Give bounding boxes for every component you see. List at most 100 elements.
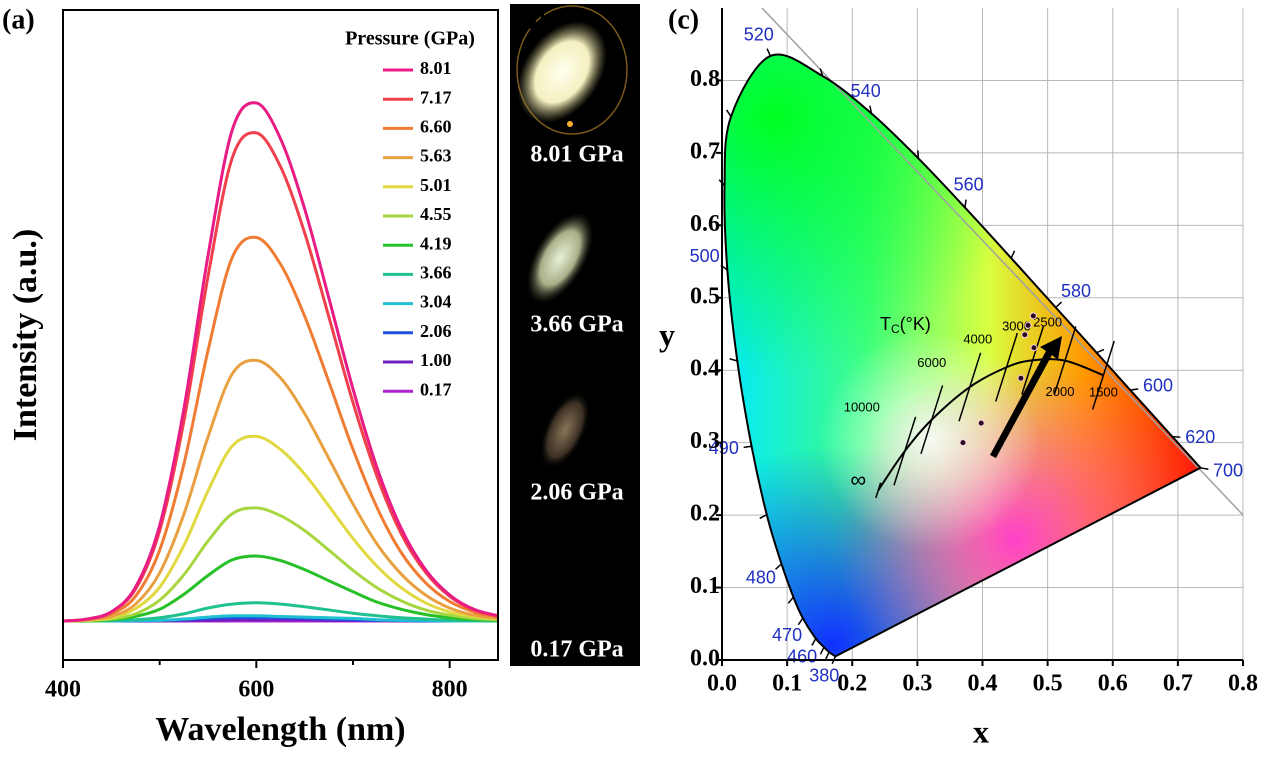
y-tick-label: 0.0 xyxy=(690,646,720,672)
glint xyxy=(567,121,573,127)
legend-label: 3.04 xyxy=(420,292,452,312)
trend-arrow xyxy=(990,336,1062,458)
locus-tick xyxy=(797,617,804,626)
cct-label: 2500 xyxy=(1033,315,1062,330)
x-tick-label: 0.1 xyxy=(772,671,802,697)
locus-tick xyxy=(825,651,830,660)
y-axis-label: Intensity (a.u.) xyxy=(7,229,44,442)
x-tick-label: 400 xyxy=(45,677,81,703)
crystal-image xyxy=(517,21,607,123)
x-tick-label: 0.4 xyxy=(968,671,998,697)
legend-label: 5.63 xyxy=(420,146,452,166)
locus-tick xyxy=(775,563,782,570)
legend-label: 7.17 xyxy=(420,87,452,107)
cct-label: 3000 xyxy=(1002,319,1031,334)
spectrum-line xyxy=(62,101,499,623)
crystal-image xyxy=(526,212,594,304)
wavelength-label: 460 xyxy=(787,646,817,666)
wavelength-label: 470 xyxy=(772,625,802,645)
wavelength-label: 580 xyxy=(1061,281,1091,301)
legend-label: 1.00 xyxy=(420,350,452,370)
y-tick-label: 0.2 xyxy=(690,501,720,527)
cct-label: 4000 xyxy=(963,331,992,346)
locus-tick xyxy=(819,68,824,77)
y-tick-label: 0.1 xyxy=(690,573,720,599)
cct-title-part: C xyxy=(891,322,900,336)
locus-tick xyxy=(725,109,732,117)
wavelength-label: 520 xyxy=(744,25,774,45)
locus-tick xyxy=(811,638,817,646)
wavelength-label: 620 xyxy=(1185,427,1215,447)
y-tick-label: 0.3 xyxy=(690,428,720,454)
x-tick-label: 0.3 xyxy=(902,671,932,697)
data-point xyxy=(1030,344,1038,352)
x-tick-label: 0.7 xyxy=(1163,671,1193,697)
cct-title-part: (°K) xyxy=(900,314,931,334)
locus-tick xyxy=(964,199,967,208)
spectrum-line xyxy=(62,601,499,623)
x-tick-label: 600 xyxy=(238,677,274,703)
legend-label: 2.06 xyxy=(420,321,452,341)
legend-title: Pressure (GPa) xyxy=(345,28,475,50)
isotherm xyxy=(893,416,917,486)
locus-tick xyxy=(1200,467,1209,470)
legend-label: 8.01 xyxy=(420,58,452,78)
panel-label: (a) xyxy=(2,4,35,35)
y-tick-label: 0.6 xyxy=(690,211,720,237)
data-point xyxy=(959,439,967,447)
legend-label: 5.01 xyxy=(420,175,452,195)
isotherm xyxy=(995,332,1019,402)
locus-tick xyxy=(819,646,825,655)
y-axis-label: y xyxy=(659,316,675,352)
locus-tick xyxy=(743,445,752,449)
cct-label: 2000 xyxy=(1046,384,1075,399)
locus-tick xyxy=(1130,388,1139,391)
y-tick-label: 0.8 xyxy=(690,66,720,92)
locus-tick xyxy=(766,48,772,57)
y-tick-label: 0.4 xyxy=(690,356,720,382)
image-panel: (b) 8.01 GPa 3.66 GPa 2.06 GPa 0.17 GPa xyxy=(510,4,640,666)
isotherm xyxy=(1021,325,1045,395)
y-tick-label: 0.5 xyxy=(690,283,720,309)
locus-tick xyxy=(869,105,873,114)
cct-label: 1500 xyxy=(1089,385,1118,400)
locus-tick xyxy=(917,150,920,159)
wavelength-label: 500 xyxy=(690,246,720,266)
locus-tick xyxy=(1010,250,1016,259)
x-axis-label: Wavelength (nm) xyxy=(155,711,405,748)
diagonal-line xyxy=(761,7,1244,516)
x-tick-label: 0.8 xyxy=(1228,671,1258,697)
legend-label: 0.17 xyxy=(420,379,452,399)
data-point xyxy=(1029,312,1037,320)
y-tick-label: 0.7 xyxy=(690,138,720,164)
locus-tick xyxy=(729,358,738,362)
cct-label: ∞ xyxy=(850,467,866,492)
wavelength-label: 540 xyxy=(851,81,881,101)
spectrum-line xyxy=(62,434,499,623)
plot-frame xyxy=(62,9,499,661)
x-axis-label: x xyxy=(973,713,989,749)
isotherm xyxy=(920,385,944,455)
isotherm xyxy=(875,482,882,499)
spectrum-line xyxy=(62,554,499,623)
isotherm xyxy=(1091,340,1115,410)
data-point xyxy=(1021,331,1029,339)
panel-label: (c) xyxy=(668,4,699,35)
cct-label: 10000 xyxy=(844,400,880,415)
panel-label: (b) xyxy=(512,4,546,35)
x-tick-label: 0.2 xyxy=(837,671,867,697)
legend-label: 4.55 xyxy=(420,204,452,224)
legend-label: 4.19 xyxy=(420,233,452,253)
data-point xyxy=(1024,321,1032,329)
data-point xyxy=(1017,374,1025,382)
legend-label: 3.66 xyxy=(420,263,452,283)
data-point xyxy=(977,419,985,427)
crystal-image xyxy=(539,391,591,469)
x-tick-label: 0.0 xyxy=(707,671,737,697)
cct-title-part: T xyxy=(880,314,891,334)
legend-label: 6.60 xyxy=(420,117,452,137)
wavelength-label: 700 xyxy=(1213,460,1243,480)
spectrum-line xyxy=(62,235,499,623)
x-tick-label: 0.6 xyxy=(1098,671,1128,697)
x-tick-label: 0.5 xyxy=(1033,671,1063,697)
